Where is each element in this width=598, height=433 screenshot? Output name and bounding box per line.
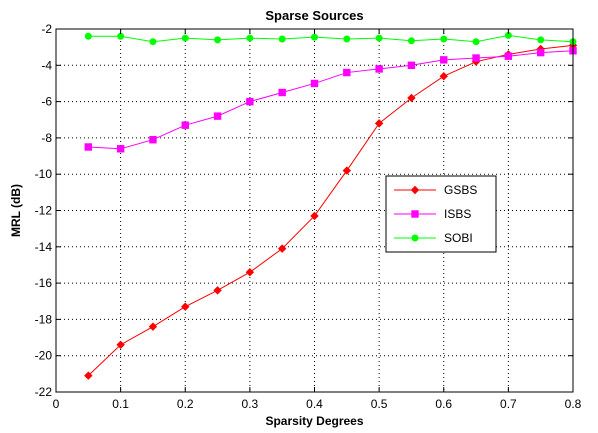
y-tick-label: -20 [35, 349, 53, 363]
data-point-isbs [375, 65, 383, 73]
series-layer [84, 31, 578, 380]
series-line-sobi [88, 34, 574, 43]
data-point-isbs [343, 68, 351, 77]
chart-title: Sparse Sources [265, 8, 363, 23]
x-axis-label: Sparsity Degrees [265, 414, 363, 428]
data-point-sobi [84, 32, 92, 40]
series-line-isbs [88, 50, 574, 150]
y-tick-label: -10 [35, 167, 53, 181]
legend-swatch-marker [410, 185, 420, 195]
data-point-sobi [311, 33, 318, 41]
series-isbs [84, 47, 577, 153]
y-tick-label: -18 [35, 312, 53, 326]
data-point-gsbs [148, 322, 158, 331]
data-point-isbs [116, 145, 125, 153]
x-tick-label: 0.4 [306, 397, 323, 411]
data-point-sobi [343, 35, 351, 43]
data-point-isbs [84, 143, 93, 151]
x-tick-label: 0 [53, 397, 60, 411]
data-point-sobi [149, 38, 157, 46]
data-point-sobi [537, 36, 545, 44]
data-point-gsbs [439, 71, 448, 81]
data-point-isbs [213, 112, 222, 120]
data-point-gsbs [407, 93, 416, 103]
x-tick-label: 0.3 [242, 397, 259, 411]
x-tick-label: 0.8 [565, 397, 582, 411]
legend-label: ISBS [444, 207, 471, 221]
x-tick-label: 0.2 [177, 397, 194, 411]
data-point-gsbs [277, 244, 287, 253]
ticks: 0 0.1 0.2 0.3 0.4 0.5 0.6 0.7 0.8 -2 -4 -6 -8 -10 -12 -… [35, 22, 582, 411]
data-point-sobi [407, 37, 415, 45]
data-point-sobi [117, 32, 125, 40]
data-point-isbs [246, 97, 254, 106]
legend-swatch-marker [411, 210, 419, 218]
y-tick-label: -14 [35, 240, 53, 254]
y-tick-label: -16 [35, 276, 53, 290]
data-point-gsbs [245, 268, 255, 277]
data-point-sobi [246, 34, 254, 42]
data-point-isbs [181, 121, 189, 129]
y-tick-label: -4 [41, 58, 52, 72]
y-axis-label: MRL (dB) [9, 184, 23, 237]
data-point-gsbs [374, 119, 384, 128]
legend-item-gsbs: GSBS [394, 183, 477, 197]
data-point-isbs [278, 88, 286, 97]
data-point-isbs [472, 54, 480, 62]
y-tick-label: -22 [35, 385, 53, 399]
data-point-isbs [310, 79, 319, 88]
data-point-sobi [440, 35, 448, 43]
data-point-gsbs [213, 286, 222, 295]
data-point-isbs [440, 56, 448, 64]
x-tick-label: 0.5 [371, 397, 388, 411]
data-point-isbs [504, 52, 513, 60]
y-tick-label: -8 [41, 131, 52, 145]
legend-label: GSBS [444, 183, 477, 197]
legend-item-sobi: SOBI [394, 231, 473, 245]
data-point-gsbs [310, 211, 319, 221]
data-point-gsbs [342, 166, 352, 175]
data-point-isbs [536, 48, 545, 57]
x-tick-label: 0.7 [500, 397, 517, 411]
data-point-isbs [407, 61, 416, 69]
y-tick-label: -2 [41, 22, 52, 36]
grid [56, 29, 573, 392]
y-tick-label: -6 [41, 95, 52, 109]
data-point-gsbs [181, 302, 190, 311]
legend-item-isbs: ISBS [394, 207, 471, 221]
legend-label: SOBI [444, 231, 473, 245]
x-tick-label: 0.1 [112, 397, 129, 411]
x-tick-label: 0.6 [435, 397, 452, 411]
data-point-gsbs [116, 340, 125, 350]
data-point-isbs [149, 136, 157, 144]
legend: GSBS ISBS SOBI [385, 175, 497, 253]
legend-swatch-marker [411, 234, 419, 242]
y-tick-label: -12 [35, 204, 53, 218]
data-point-sobi [214, 36, 222, 44]
data-point-sobi [278, 35, 286, 43]
series-sobi [84, 31, 577, 46]
series-line-gsbs [87, 44, 574, 377]
data-point-sobi [181, 34, 189, 42]
data-point-sobi [375, 34, 383, 42]
data-point-gsbs [84, 371, 93, 380]
data-point-sobi [472, 38, 480, 46]
